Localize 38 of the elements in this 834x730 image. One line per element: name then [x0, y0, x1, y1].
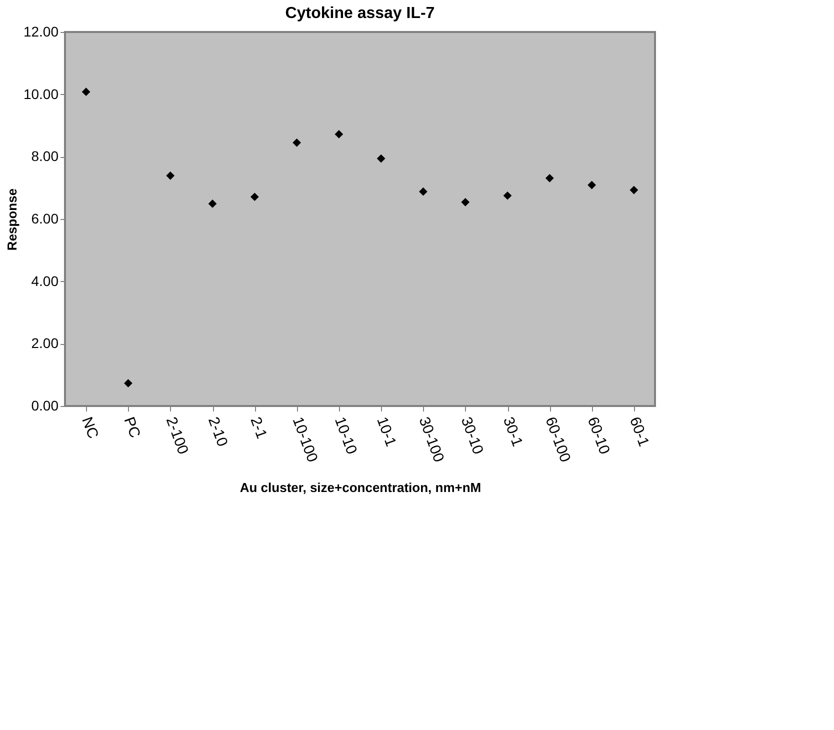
x-tick-label: 10-10	[330, 414, 360, 457]
y-tick-label: 8.00	[31, 148, 59, 164]
x-tick-label: 2-1	[246, 414, 270, 441]
x-tick-label: 60-10	[584, 414, 613, 457]
x-tick-label: NC	[78, 414, 102, 442]
y-tick-label: 2.00	[31, 335, 59, 352]
y-tick-label: 10.00	[23, 86, 59, 102]
point	[461, 198, 470, 206]
x-tick-label: PC	[120, 414, 144, 440]
x-tick-label: 10-100	[288, 414, 321, 464]
x-tick-label: 60-1	[626, 414, 652, 449]
point	[588, 180, 596, 190]
x-tick-label: 30-100	[415, 414, 448, 464]
x-axis-title: Au cluster, size+concentration, nm+nM	[240, 480, 482, 496]
point	[334, 130, 344, 138]
x-tick-label: 2-10	[204, 414, 231, 449]
x-tick-label: 30-10	[457, 414, 486, 457]
x-tick-label: 10-1	[373, 414, 400, 449]
point	[250, 192, 259, 202]
point	[208, 200, 217, 208]
point	[82, 88, 90, 96]
point	[503, 191, 512, 200]
chart-title: Cytokine assay IL-7	[285, 5, 435, 22]
x-tick-label: 60-100	[542, 414, 574, 464]
point	[630, 186, 638, 194]
point	[124, 379, 132, 388]
point	[166, 171, 175, 180]
point	[376, 154, 386, 163]
y-tick-label: 4.00	[31, 272, 59, 289]
y-axis-title: Response	[4, 188, 20, 251]
x-tick-label: 30-1	[500, 414, 526, 449]
y-tick-label: 6.00	[31, 210, 59, 226]
y-tick-label: 0.00	[31, 398, 59, 414]
point	[292, 138, 301, 147]
point	[419, 187, 428, 196]
point	[545, 174, 554, 182]
x-tick-label: 2-100	[162, 414, 192, 457]
y-tick-label: 12.00	[23, 24, 59, 40]
